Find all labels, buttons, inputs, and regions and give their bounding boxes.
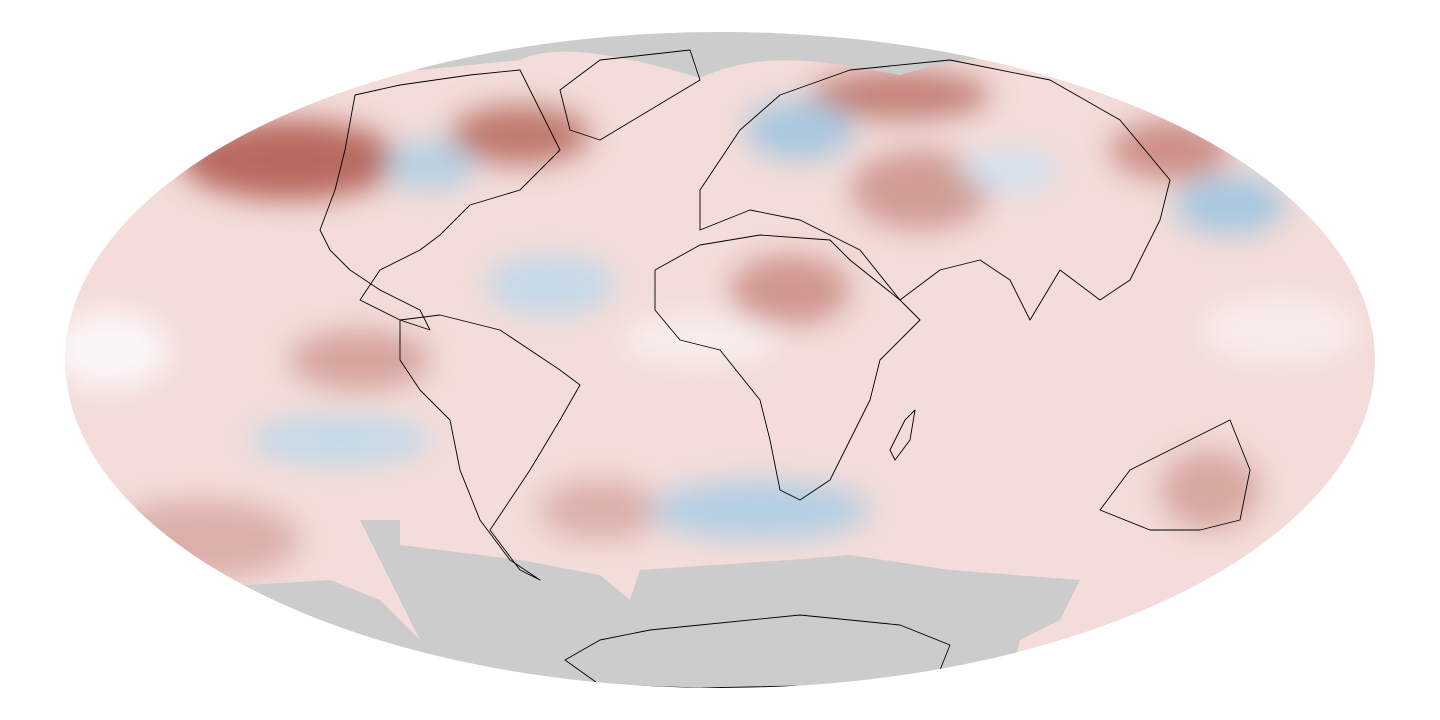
neutral-patch <box>1200 295 1360 365</box>
warm-patch <box>180 120 400 200</box>
north-america <box>319 69 561 331</box>
madagascar <box>889 409 916 461</box>
warm-patch <box>450 105 590 165</box>
warm-patch <box>850 150 990 230</box>
warm-patch <box>1160 450 1260 530</box>
cool-patch <box>745 100 855 160</box>
coastlines <box>319 49 1251 688</box>
warm-patch <box>730 255 850 325</box>
no-data-north <box>65 32 1375 78</box>
australia <box>1099 419 1251 531</box>
warm-patch <box>810 70 990 120</box>
south-america <box>399 314 581 581</box>
cool-patch <box>960 150 1060 190</box>
cool-patch <box>385 140 475 190</box>
neutral-patch <box>65 310 170 390</box>
eurasia <box>699 59 1171 321</box>
cool-patch <box>485 255 615 315</box>
anomaly-field <box>65 70 1360 580</box>
cool-patch <box>250 415 430 465</box>
africa <box>654 234 921 501</box>
warm-patch <box>540 480 660 540</box>
warm-patch <box>290 330 430 390</box>
greenland <box>559 49 701 141</box>
neutral-patch <box>620 315 780 365</box>
warm-patch <box>100 500 300 580</box>
cool-patch <box>650 480 870 540</box>
cool-patch <box>1175 175 1285 235</box>
